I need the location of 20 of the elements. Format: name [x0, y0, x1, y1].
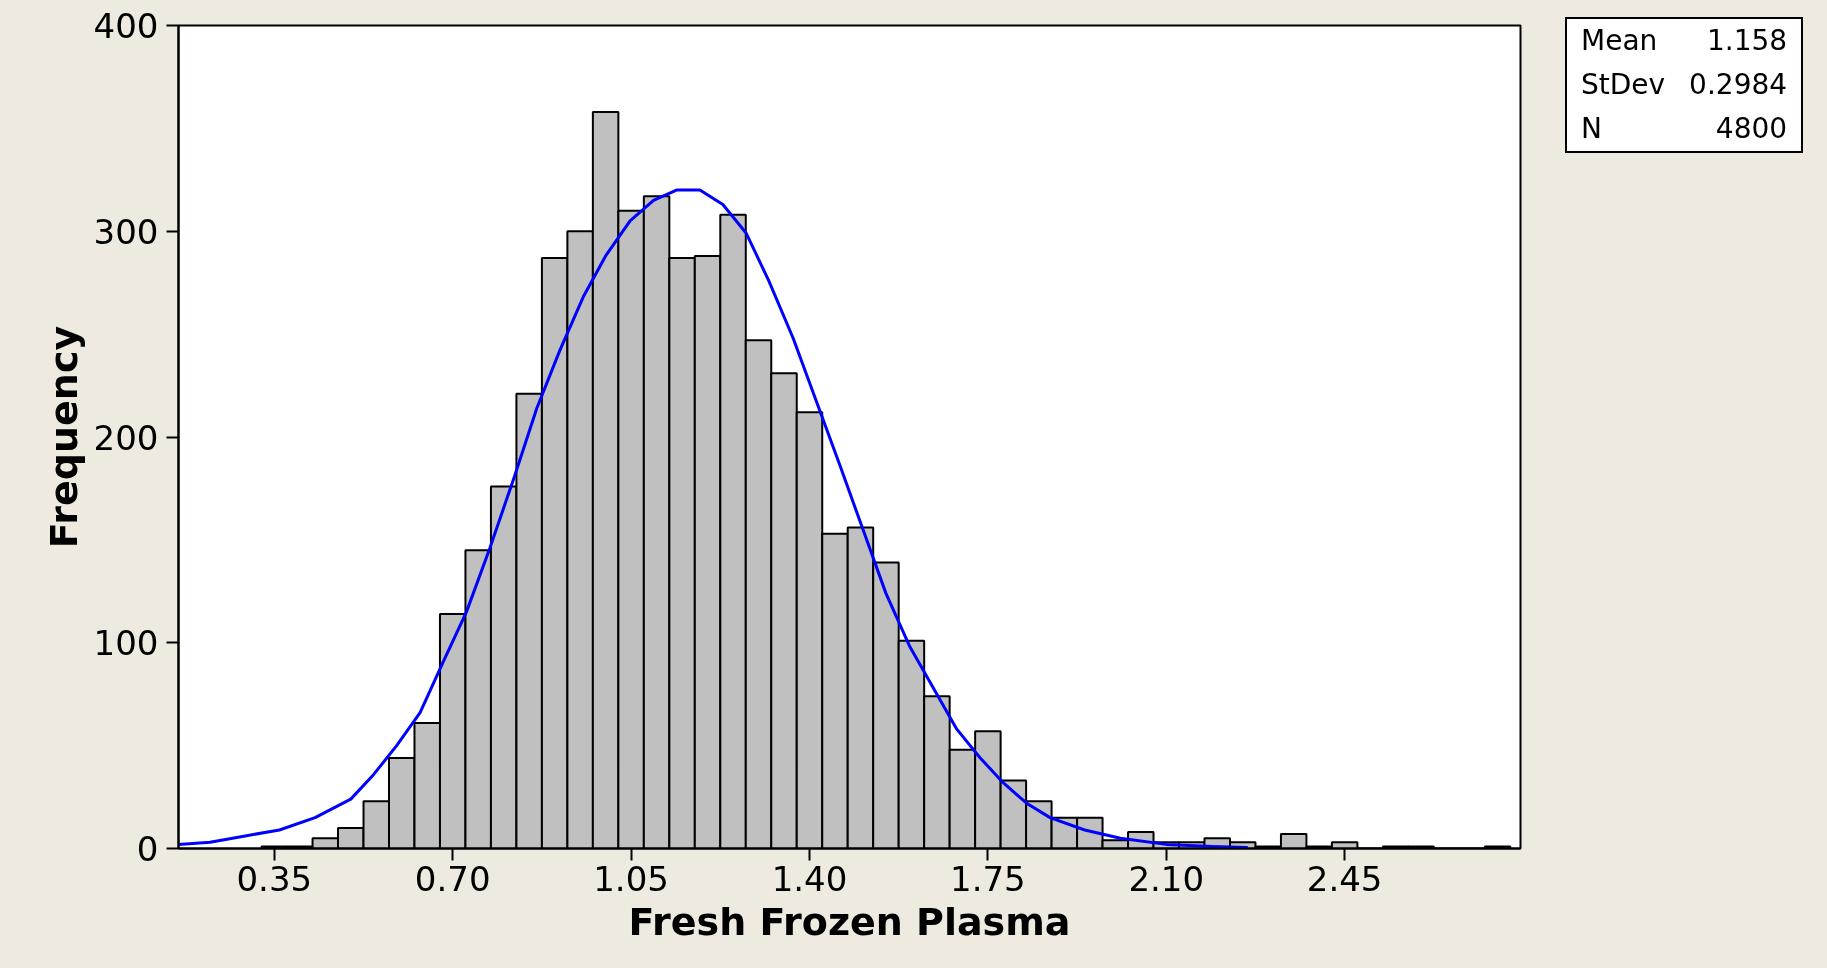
y-tick-label: 0	[136, 829, 159, 869]
x-tick-label: 1.75	[950, 858, 1026, 899]
y-tick-label: 300	[93, 211, 159, 252]
x-tick-label: 2.10	[1128, 858, 1205, 899]
x-axis-title: Fresh Frozen Plasma	[628, 899, 1071, 944]
text: StDev	[1580, 67, 1667, 103]
x-tick-label: 0.35	[236, 858, 313, 899]
x-tick-label: 1.05	[593, 858, 669, 899]
y-axis-title: Frequency	[41, 325, 86, 549]
x-tick-label: 0.70	[414, 858, 491, 899]
text: Mean	[1580, 23, 1659, 59]
y-tick-label: 100	[93, 623, 159, 664]
x-tick-label: 1.40	[771, 858, 848, 899]
text: 4800	[1714, 111, 1789, 147]
text: N	[1580, 111, 1603, 147]
text: 1.158	[1705, 23, 1789, 59]
text: 0.2984	[1688, 67, 1789, 103]
y-tick-label: 200	[93, 417, 159, 458]
y-tick-label: 400	[93, 6, 159, 46]
x-tick-label: 2.45	[1306, 858, 1383, 899]
